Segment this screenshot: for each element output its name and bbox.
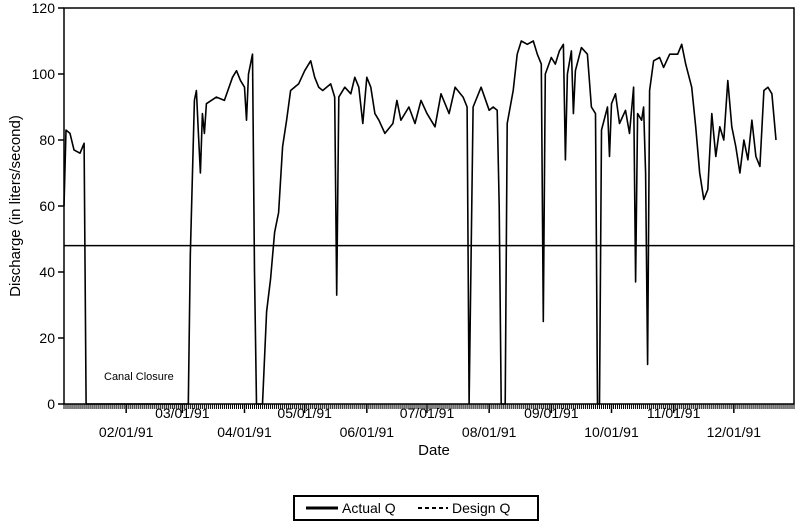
x-tick-label: 07/01/91 xyxy=(400,405,455,421)
y-tick-label: 120 xyxy=(32,0,56,16)
legend-box xyxy=(293,495,539,521)
x-tick-label: 02/01/91 xyxy=(99,424,154,440)
x-tick-label: 04/01/91 xyxy=(217,424,272,440)
x-tick-label: 03/01/91 xyxy=(155,405,210,421)
y-tick-label: 80 xyxy=(39,132,55,148)
plot-frame xyxy=(63,7,795,405)
x-tick-label: 06/01/91 xyxy=(340,424,395,440)
series-layer xyxy=(63,40,794,405)
x-tick-label: 05/01/91 xyxy=(277,405,332,421)
legend-label-design-q: Design Q xyxy=(452,500,510,516)
x-tick-label: 11/01/91 xyxy=(647,405,701,421)
y-tick-label: 0 xyxy=(47,396,55,412)
y-tick-label: 60 xyxy=(39,198,55,214)
legend-label-actual-q: Actual Q xyxy=(342,500,396,516)
y-axis: 0 20 40 60 80 100 120 xyxy=(32,0,64,412)
x-axis-title: Date xyxy=(418,442,450,459)
y-tick-label: 100 xyxy=(32,66,56,82)
x-tick-label: 12/01/91 xyxy=(707,424,762,440)
x-tick-label: 08/01/91 xyxy=(462,424,517,440)
y-axis-title: Discharge (in liters/second) xyxy=(7,115,24,297)
legend: Actual Q Design Q xyxy=(293,495,539,521)
x-tick-label: 09/01/91 xyxy=(524,405,579,421)
y-tick-label: 20 xyxy=(39,330,55,346)
y-tick-label: 40 xyxy=(39,264,55,280)
x-tick-label: 10/01/91 xyxy=(584,424,639,440)
canal-closure-annotation: Canal Closure xyxy=(104,371,174,383)
actual-q-line xyxy=(63,40,777,405)
